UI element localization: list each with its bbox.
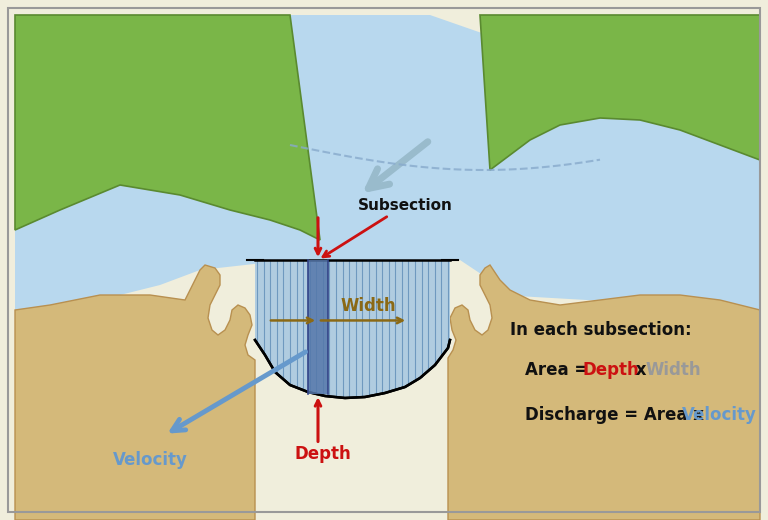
Text: Velocity: Velocity: [682, 406, 757, 424]
Text: Width: Width: [645, 361, 700, 379]
Polygon shape: [15, 265, 255, 520]
Text: Subsection: Subsection: [323, 198, 453, 257]
Polygon shape: [15, 15, 320, 240]
Polygon shape: [15, 15, 760, 315]
Text: In each subsection:: In each subsection:: [510, 321, 692, 339]
Text: Depth: Depth: [295, 445, 352, 463]
Polygon shape: [308, 260, 328, 394]
Text: Width: Width: [340, 297, 396, 316]
Text: Discharge = Area x: Discharge = Area x: [525, 406, 710, 424]
Text: Area =: Area =: [525, 361, 594, 379]
Text: Depth: Depth: [582, 361, 639, 379]
Polygon shape: [480, 15, 760, 170]
Text: x: x: [630, 361, 652, 379]
Text: Velocity: Velocity: [113, 451, 187, 469]
Polygon shape: [255, 260, 450, 398]
Polygon shape: [448, 265, 760, 520]
